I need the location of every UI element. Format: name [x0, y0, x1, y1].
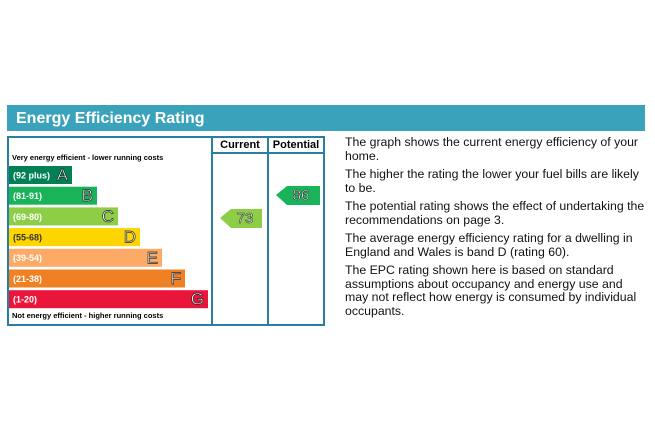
band-letter: F: [171, 269, 181, 288]
description: The graph shows the current energy effic…: [345, 135, 647, 323]
description-paragraph: The higher the rating the lower your fue…: [345, 167, 639, 195]
band-bar: [9, 166, 72, 184]
header-title: Energy Efficiency Rating: [16, 110, 205, 127]
band-bar: [9, 228, 140, 247]
band-range: (55-68): [13, 232, 42, 242]
band-range: (92 plus): [13, 170, 50, 180]
bottom-note: Not energy efficient - higher running co…: [12, 311, 163, 320]
current-arrow: [220, 209, 262, 228]
band-letter: B: [82, 186, 93, 205]
current-value: 73: [237, 210, 254, 227]
table-frame: [7, 136, 325, 326]
header-bar: [7, 105, 645, 131]
band-range: (1-20): [13, 295, 37, 305]
band-letter: E: [147, 248, 158, 267]
column-header: Current: [220, 139, 260, 151]
band-bar: [9, 269, 185, 288]
description-paragraph: The average energy efficiency rating for…: [345, 231, 633, 259]
band-letter: D: [124, 228, 136, 247]
description-paragraph: The EPC rating shown here is based on st…: [345, 263, 637, 318]
band-range: (39-54): [13, 253, 42, 263]
bands: (92 plus) A (81-91) B (69-80) C (55-68) D (39-54…: [9, 165, 208, 309]
band-bar: [9, 290, 208, 309]
band-bar: [9, 186, 97, 205]
column-header: Potential: [273, 139, 319, 151]
band-bar: [9, 248, 162, 267]
potential-value: 86: [293, 187, 310, 204]
band-range: (69-80): [13, 212, 42, 222]
description-paragraph: The potential rating shows the effect of…: [345, 199, 645, 227]
band-letter: A: [57, 165, 69, 184]
band-letter: C: [102, 207, 114, 226]
description-paragraph: The graph shows the current energy effic…: [345, 135, 639, 163]
band-bar: [9, 207, 118, 226]
top-note: Very energy efficient - lower running co…: [12, 153, 163, 162]
potential-arrow: [276, 186, 320, 205]
band-range: (21-38): [13, 274, 42, 284]
band-letter: G: [191, 290, 204, 309]
band-range: (81-91): [13, 191, 42, 201]
